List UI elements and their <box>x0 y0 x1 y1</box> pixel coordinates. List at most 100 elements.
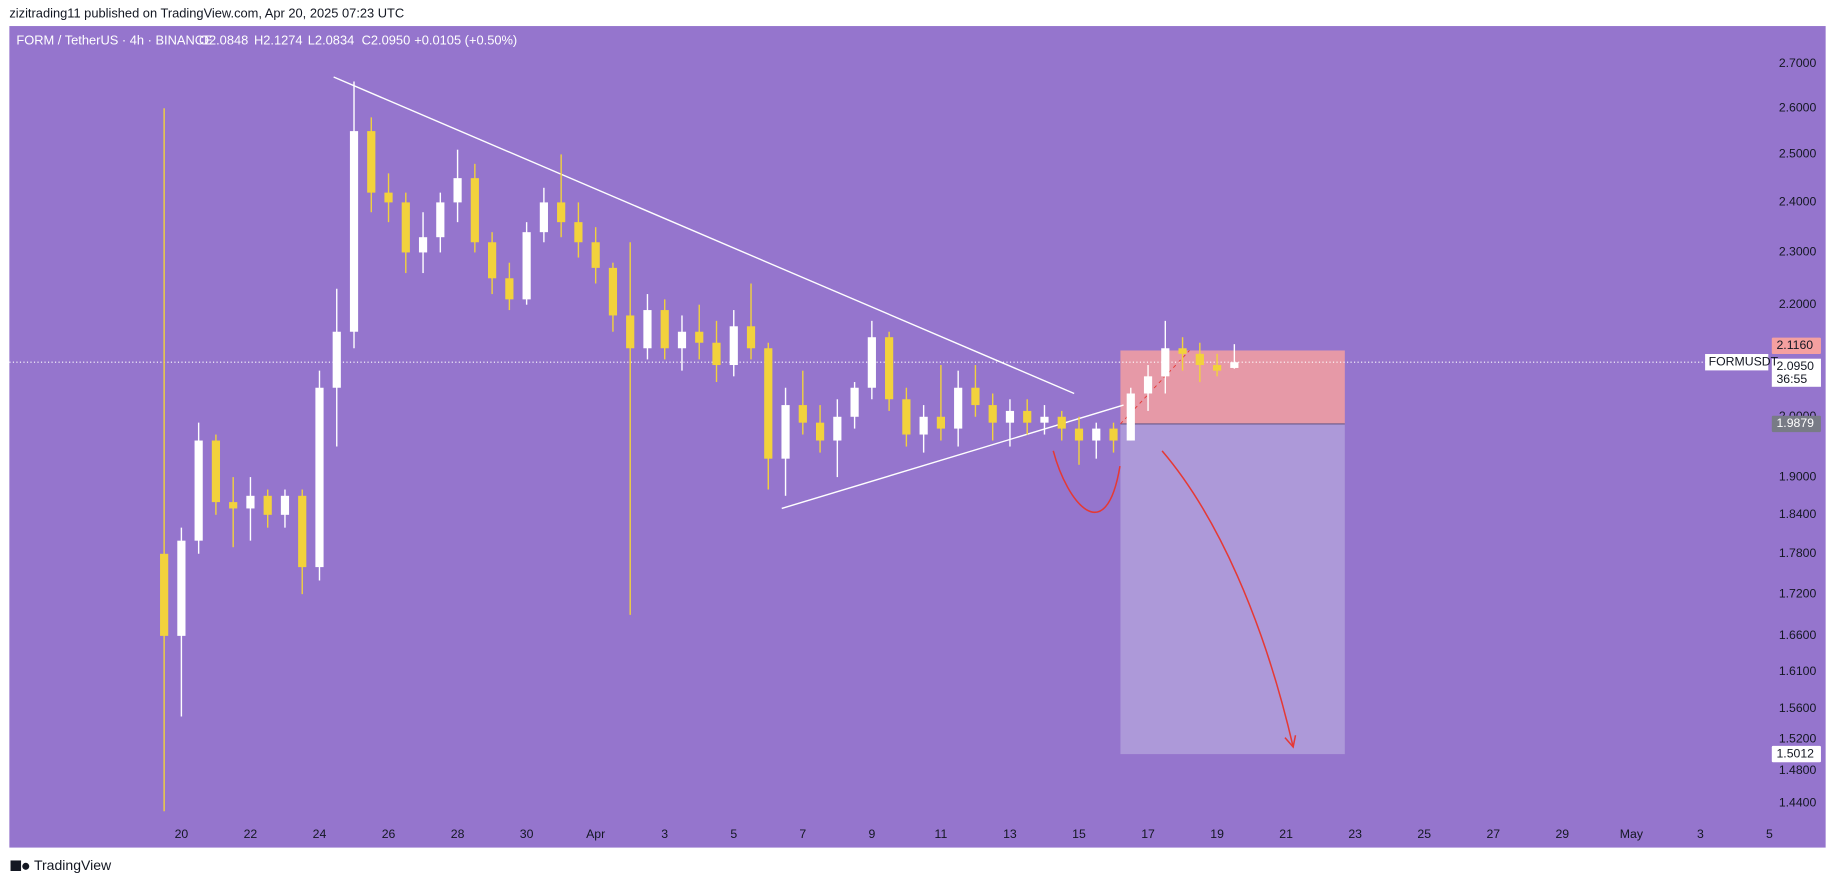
candle-body <box>332 331 341 388</box>
change: +0.0105 (+0.50%) <box>414 33 517 48</box>
candle-body <box>815 422 825 441</box>
candle-body <box>574 222 583 243</box>
trendline <box>781 404 1124 510</box>
y-tick-label: 1.4800 <box>1779 763 1817 777</box>
candle-body <box>1143 376 1153 394</box>
x-tick-label: 25 <box>1417 827 1431 841</box>
candle-body <box>677 331 687 349</box>
candle-body <box>505 278 514 300</box>
candle-body <box>643 310 652 349</box>
candle-body <box>833 416 842 441</box>
y-tick-label: 1.7200 <box>1779 586 1817 600</box>
candle-body <box>660 310 669 349</box>
candle-body <box>954 387 963 429</box>
candle-body <box>280 495 290 515</box>
candle-body <box>384 192 393 203</box>
y-tick-label: 1.5200 <box>1779 732 1817 746</box>
x-tick-label: 23 <box>1348 827 1362 841</box>
x-tick-label: 7 <box>799 827 806 841</box>
y-tick-label: 1.9000 <box>1779 469 1817 483</box>
y-tick-label: 1.5600 <box>1779 701 1817 715</box>
chart-panel <box>9 26 1826 848</box>
candle-body <box>298 495 307 568</box>
y-tick-label: 2.7000 <box>1779 56 1817 70</box>
candle-body <box>453 178 462 203</box>
x-tick-label: 13 <box>1003 827 1017 841</box>
candle-body <box>177 540 186 636</box>
x-tick-label: 17 <box>1141 827 1155 841</box>
x-tick-label: 3 <box>661 827 668 841</box>
y-tick-label: 1.4400 <box>1779 795 1817 809</box>
trendline <box>333 76 1075 395</box>
ohlc-low: L2.0834 <box>308 33 354 48</box>
candle-body <box>418 237 428 253</box>
y-tick-label: 1.7800 <box>1779 546 1817 560</box>
tv-logo <box>10 860 30 871</box>
candle-body <box>885 337 894 400</box>
x-tick-label: 30 <box>520 827 534 841</box>
candle-body <box>1057 416 1066 429</box>
x-tick-label: 22 <box>244 827 258 841</box>
symbol-tag: FORMUSDT <box>1709 354 1779 368</box>
candle-body <box>591 242 600 268</box>
candle-body <box>246 495 255 509</box>
candle-body <box>1005 410 1015 423</box>
candle-body <box>315 387 324 568</box>
countdown: 36:55 <box>1776 372 1807 386</box>
candle-body <box>436 202 445 238</box>
candle-body <box>160 553 169 636</box>
price-label-bg <box>1771 358 1821 387</box>
candle-body <box>522 232 531 300</box>
symbol: FORM / TetherUS · 4h · BINANCE <box>16 33 213 48</box>
candle-body <box>488 242 497 279</box>
candle-body <box>626 315 635 349</box>
candle-body <box>211 440 221 503</box>
candle-body <box>263 495 272 515</box>
candle-body <box>1074 428 1084 441</box>
y-tick-label: 1.6600 <box>1779 628 1817 642</box>
x-tick-label: 28 <box>451 827 465 841</box>
target-label: 1.5012 <box>1776 746 1814 760</box>
candle-body <box>539 202 548 233</box>
y-tick-label: 1.8400 <box>1779 507 1817 521</box>
x-tick-label: 3 <box>1697 827 1704 841</box>
candle-body <box>229 502 238 509</box>
candle-body <box>850 387 859 417</box>
candle-body <box>349 131 359 332</box>
ohlc-high: H2.1274 <box>254 33 303 48</box>
ohlc-close: C2.0950 <box>362 33 411 48</box>
y-tick-label: 2.6000 <box>1779 101 1817 115</box>
x-tick-label: 29 <box>1555 827 1569 841</box>
candle-body <box>1126 393 1135 441</box>
stop-zone <box>1120 350 1345 424</box>
candle-body <box>1109 428 1118 441</box>
y-tick-label: 2.5000 <box>1779 147 1817 161</box>
candle-body <box>557 202 566 223</box>
candle-body <box>729 326 738 366</box>
candle-body <box>1230 362 1239 368</box>
candle-body <box>1040 416 1049 423</box>
symbol-tag-bg <box>1705 354 1769 371</box>
candle-body <box>902 399 911 435</box>
candle-body <box>1212 365 1222 371</box>
candle-body <box>608 267 618 316</box>
candle-body <box>764 348 773 459</box>
candle-body <box>194 440 203 541</box>
candle-body <box>919 416 928 435</box>
y-tick-label: 2.3000 <box>1779 245 1817 259</box>
candle-body <box>1092 428 1101 441</box>
entry-label-bg <box>1771 415 1821 433</box>
stop-label: 2.1160 <box>1776 338 1813 352</box>
target-zone <box>1120 423 1345 755</box>
candle-body <box>746 326 756 349</box>
x-tick-label: 26 <box>382 827 396 841</box>
y-tick-label: 2.4000 <box>1779 195 1817 209</box>
y-tick-label: 1.6100 <box>1779 664 1817 678</box>
x-tick-label: 21 <box>1279 827 1293 841</box>
price-label: 2.0950 <box>1776 359 1814 373</box>
forecast-curve <box>1052 450 1121 514</box>
candle-body <box>367 131 376 193</box>
x-tick-label: 11 <box>935 827 948 841</box>
brand: TradingView <box>34 857 112 873</box>
